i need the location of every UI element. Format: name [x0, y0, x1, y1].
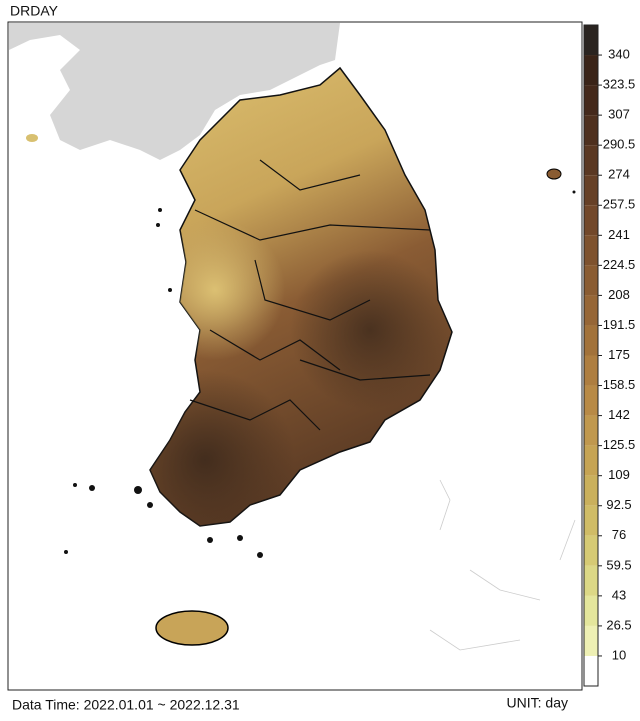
colorbar-tick-label: 158.5 — [603, 377, 636, 392]
colorbar-segment — [584, 475, 598, 506]
colorbar-segment — [584, 205, 598, 236]
colorbar-tick-label: 307 — [608, 107, 630, 122]
colorbar-segment — [584, 655, 598, 686]
data-time: Data Time: 2022.01.01 ~ 2022.12.31 — [12, 697, 240, 713]
colorbar-segment — [584, 385, 598, 416]
colorbar-segment — [584, 235, 598, 266]
colorbar-tick-label: 340 — [608, 46, 630, 61]
colorbar-segment — [584, 325, 598, 356]
colorbar-tick-label: 257.5 — [603, 197, 636, 212]
colorbar-segment — [584, 25, 598, 56]
colorbar-tick-label: 274 — [608, 167, 630, 182]
colorbar-tick-label: 142 — [608, 407, 630, 422]
island — [26, 134, 38, 142]
colorbar-tick-label: 125.5 — [603, 437, 636, 452]
colorbar-segment — [584, 415, 598, 446]
colorbar-tick-label: 92.5 — [606, 497, 631, 512]
colorbar-tick-label: 76 — [612, 527, 626, 542]
colorbar-segment — [584, 145, 598, 176]
colorbar-tick-label: 208 — [608, 287, 630, 302]
colorbar: 10 26.5 43 59.5 76 92.5 109 125.5 142 158.5 175 191… — [583, 24, 636, 687]
colorbar-tick-label: 10 — [612, 647, 626, 662]
colorbar-segment — [584, 505, 598, 536]
colorbar-tick-label: 224.5 — [603, 257, 636, 272]
colorbar-segment — [584, 355, 598, 386]
title: DRDAY — [10, 3, 59, 19]
colorbar-tick-label: 109 — [608, 467, 630, 482]
colorbar-tick-label: 175 — [608, 347, 630, 362]
sea-contours — [429, 479, 576, 651]
colorbar-tick-label: 290.5 — [603, 137, 636, 152]
colorbar-segment — [584, 55, 598, 86]
colorbar-tick-label: 191.5 — [603, 317, 636, 332]
colorbar-tick-label: 59.5 — [606, 557, 631, 572]
small-islands — [64, 190, 576, 558]
colorbar-segment — [584, 445, 598, 476]
colorbar-segment — [584, 175, 598, 206]
colorbar-tick-label: 26.5 — [606, 617, 631, 632]
colorbar-segment — [584, 115, 598, 146]
colorbar-tick-label: 43 — [612, 587, 626, 602]
colorbar-segment — [584, 595, 598, 626]
colorbar-segment — [584, 265, 598, 296]
island — [546, 168, 562, 180]
neighbor-land — [9, 23, 340, 160]
unit: UNIT: day — [507, 695, 568, 711]
colorbar-segment — [584, 295, 598, 326]
colorbar-segment — [584, 535, 598, 566]
jeju-island — [155, 610, 229, 646]
map — [9, 23, 576, 651]
colorbar-segment — [584, 625, 598, 656]
colorbar-segment — [584, 565, 598, 596]
colorbar-segment — [584, 85, 598, 116]
colorbar-tick-label: 241 — [608, 227, 630, 242]
province-borders — [189, 159, 431, 431]
colorbar-tick-label: 323.5 — [603, 77, 636, 92]
